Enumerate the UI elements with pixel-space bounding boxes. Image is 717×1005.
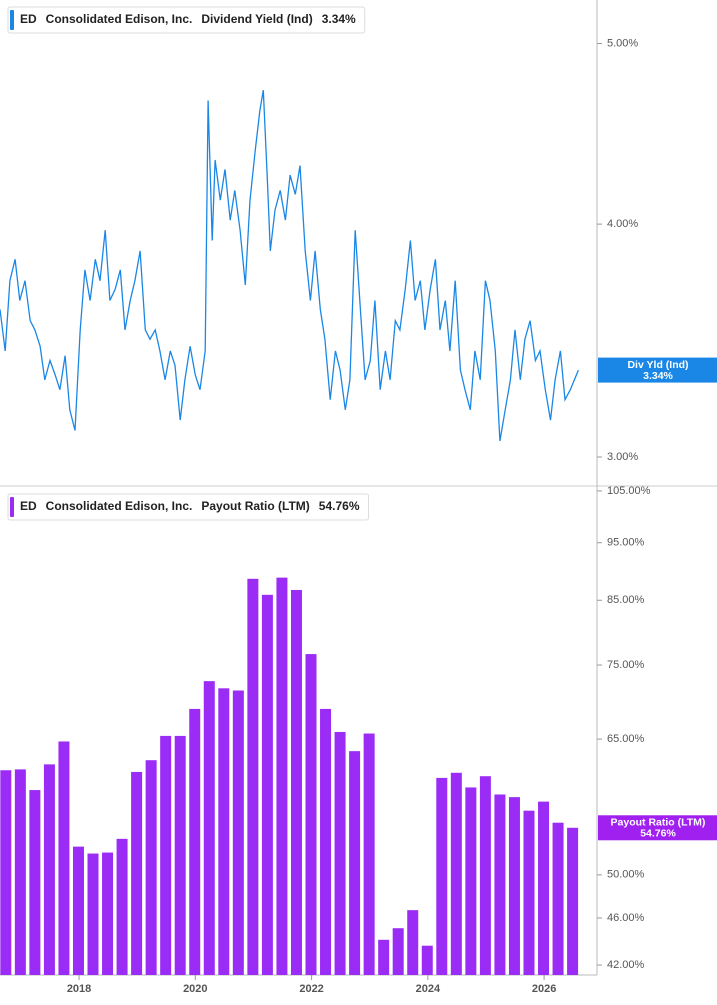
bar: [450, 772, 462, 975]
bar: [290, 590, 302, 975]
y-tick-label: 5.00%: [607, 37, 638, 49]
bar: [232, 690, 244, 975]
ticker: ED: [20, 499, 37, 513]
legend-swatch: [10, 10, 14, 30]
ticker: ED: [20, 12, 37, 26]
bar: [349, 751, 361, 975]
bar: [479, 776, 491, 975]
y-tick-label: 95.00%: [607, 537, 645, 549]
y-tick-label: 105.00%: [607, 485, 651, 497]
current-value: 54.76%: [319, 499, 360, 513]
bar: [145, 760, 157, 975]
bar: [320, 708, 332, 975]
bar: [465, 787, 477, 975]
bar: [43, 764, 55, 975]
y-tick-label: 50.00%: [607, 869, 645, 881]
legend-box: [7, 493, 369, 521]
legend-entry: Payout Ratio (LTM): [201, 499, 309, 513]
bar: [407, 910, 419, 975]
x-tick-label: 2026: [532, 983, 556, 995]
bar: [0, 770, 12, 975]
bar: [189, 708, 201, 975]
company-name: Consolidated Edison, Inc.: [46, 12, 193, 26]
y-tick-label: 65.00%: [607, 733, 645, 745]
bar: [14, 769, 26, 975]
bar: [87, 853, 99, 975]
bar: [261, 594, 273, 975]
bar: [363, 733, 375, 975]
y-tick-label: 3.00%: [607, 451, 638, 463]
badge-label: Div Yld (Ind): [627, 359, 688, 371]
bar: [494, 794, 506, 975]
legend-header: ED Consolidated Edison, Inc. Payout Ratio …: [7, 493, 369, 521]
legend-box: [7, 6, 366, 34]
company-name: Consolidated Edison, Inc.: [46, 499, 193, 513]
y-tick-label: 42.00%: [607, 959, 645, 971]
x-tick-label: 2024: [416, 983, 441, 995]
bar: [523, 810, 535, 975]
bar: [29, 790, 41, 975]
bar: [538, 801, 550, 975]
bar: [102, 852, 114, 975]
bar: [334, 731, 346, 975]
bar: [421, 945, 433, 975]
bar: [392, 928, 404, 975]
legend-header: ED Consolidated Edison, Inc. Dividend Yiel…: [7, 6, 366, 34]
y-tick-label: 85.00%: [607, 594, 645, 606]
value-badge: [598, 815, 717, 841]
bar: [203, 681, 215, 975]
x-tick-label: 2018: [67, 983, 91, 995]
x-tick-label: 2020: [183, 983, 207, 995]
badge-label: Payout Ratio (LTM): [611, 817, 706, 829]
bar: [305, 654, 317, 975]
y-tick-label: 4.00%: [607, 218, 638, 230]
bar: [247, 578, 259, 975]
bar: [552, 822, 564, 975]
bar: [72, 846, 84, 975]
legend-swatch: [10, 497, 14, 517]
value-badge: [598, 357, 717, 383]
bar: [436, 777, 448, 975]
y-tick-label: 75.00%: [607, 659, 645, 671]
current-value: 3.34%: [322, 12, 356, 26]
bar: [218, 688, 230, 975]
bar: [276, 577, 288, 975]
bar: [567, 827, 579, 975]
badge-value: 54.76%: [640, 828, 676, 840]
bar: [160, 735, 172, 975]
bar: [131, 771, 143, 975]
x-tick-label: 2022: [299, 983, 323, 995]
bar: [58, 741, 70, 975]
bar: [174, 735, 186, 975]
badge-value: 3.34%: [643, 370, 673, 382]
y-tick-label: 46.00%: [607, 912, 645, 924]
legend-entry: Dividend Yield (Ind): [201, 12, 312, 26]
line-series: [0, 89, 580, 442]
bar: [508, 797, 520, 975]
bar: [378, 939, 390, 975]
bar: [116, 838, 128, 975]
